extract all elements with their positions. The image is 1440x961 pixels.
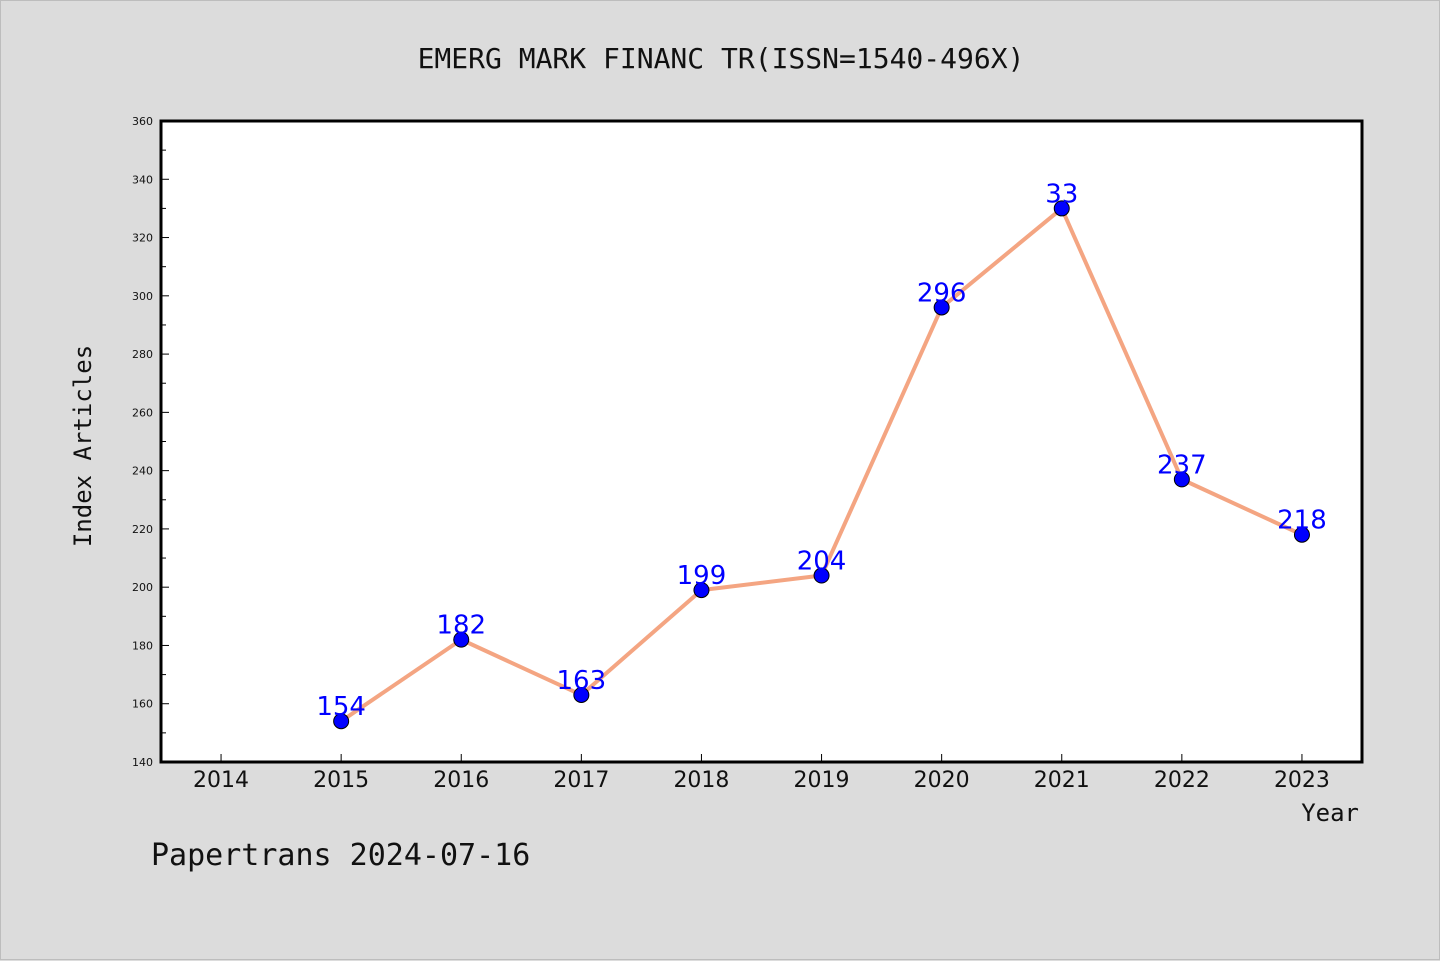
- x-tick-label: 2019: [794, 768, 850, 793]
- y-axis-label: Index Articles: [69, 345, 97, 547]
- data-label: 296: [917, 278, 967, 308]
- y-tick-label: 160: [132, 698, 153, 711]
- data-label: 182: [436, 611, 486, 641]
- y-tick-label: 340: [132, 173, 153, 186]
- plot-frame: [159, 119, 1364, 764]
- y-tick-label: 280: [132, 348, 153, 361]
- data-point: [933, 299, 950, 316]
- x-tick-label: 2015: [313, 768, 369, 793]
- y-tick-label: 180: [132, 639, 153, 652]
- x-tick-label: 2014: [193, 768, 249, 793]
- data-point: [1053, 200, 1070, 217]
- chart-title: EMERG MARK FINANC TR(ISSN=1540-496X): [418, 42, 1025, 75]
- data-point: [453, 631, 470, 648]
- y-tick-label: 140: [132, 756, 153, 769]
- data-point: [693, 582, 710, 599]
- footer-credit: Papertrans 2024-07-16: [151, 838, 530, 873]
- x-tick-label: 2016: [433, 768, 489, 793]
- plot-area: [161, 121, 1362, 762]
- y-tick-label: 240: [132, 465, 153, 478]
- series: 154 182 163 199 204 296 33 237 218: [316, 179, 1327, 730]
- y-axis: 140 160 180 200 220 240 260 280 300 320 340 360: [132, 115, 169, 769]
- x-tick-label: 2017: [553, 768, 609, 793]
- data-point: [1293, 526, 1310, 543]
- y-tick-label: 360: [132, 115, 153, 128]
- y-tick-label: 220: [132, 523, 153, 536]
- data-label: 163: [557, 666, 607, 696]
- data-label: 218: [1277, 506, 1327, 536]
- y-tick-label: 260: [132, 406, 153, 419]
- data-point: [1173, 471, 1190, 488]
- data-label: 154: [316, 692, 366, 722]
- data-label: 204: [797, 547, 847, 577]
- data-point: [573, 686, 590, 703]
- data-label: 199: [677, 561, 727, 591]
- data-point: [813, 567, 830, 584]
- x-axis-label: Year: [1301, 799, 1359, 827]
- x-tick-label: 2018: [673, 768, 729, 793]
- x-tick-label: 2020: [914, 768, 970, 793]
- y-tick-label: 300: [132, 290, 153, 303]
- x-axis: 2014 2015 2016 2017 2018 2019 2020 2021 2022 2023: [193, 754, 1330, 793]
- y-tick-label: 200: [132, 581, 153, 594]
- x-tick-label: 2023: [1274, 768, 1330, 793]
- y-tick-label: 320: [132, 232, 153, 245]
- x-tick-label: 2022: [1154, 768, 1210, 793]
- x-tick-label: 2021: [1034, 768, 1090, 793]
- data-label: 33: [1045, 179, 1078, 209]
- data-label: 237: [1157, 450, 1207, 480]
- data-point: [333, 713, 350, 730]
